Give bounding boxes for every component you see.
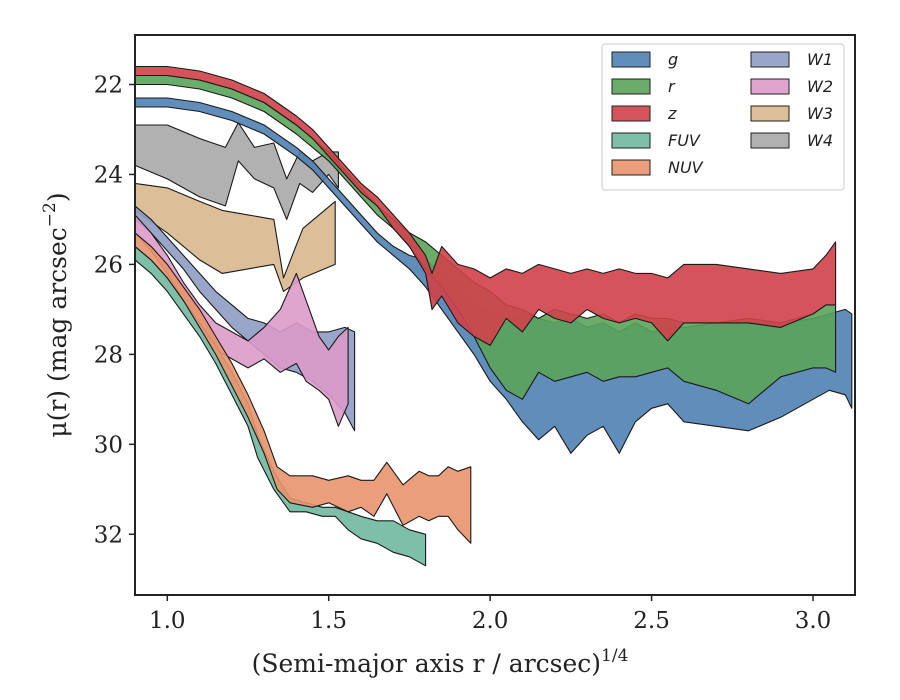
y-tick-label: 30 (94, 432, 123, 458)
band-w1 (134, 205, 356, 432)
legend-swatch-w2 (750, 78, 790, 95)
band-areas (134, 65, 853, 567)
legend-swatch-r (611, 78, 651, 95)
legend-items: grz FUV NUV W1 W2 W3 W4 (611, 50, 833, 177)
y-tick-label: 22 (94, 72, 123, 98)
legend-label-w2: W2 (807, 77, 833, 96)
legend-swatch-w1 (750, 51, 790, 68)
legend-label-g: g (668, 50, 678, 69)
legend-label-r: r (668, 77, 676, 96)
x-axis-label-main: (Semi-major axis r / arcsec) (252, 649, 601, 678)
legend-swatch-z (611, 105, 651, 122)
legend-label-z: z (667, 104, 677, 123)
legend-swatch-w4 (750, 132, 790, 149)
y-tick-label: 24 (94, 162, 123, 188)
x-tick-label: 2.0 (472, 608, 509, 634)
x-axis-label: (Semi-major axis r / arcsec)1/4 (252, 646, 629, 678)
y-axis-label-close: ) (43, 192, 72, 202)
x-tick-label: 2.5 (633, 608, 670, 634)
y-axis-label-exponent: −2 (40, 202, 60, 227)
x-axis-ticks: 1.0 1.5 2.0 2.5 3.0 (149, 595, 831, 634)
legend-swatch-nuv (611, 159, 651, 176)
band-z (134, 65, 837, 346)
x-axis-label-exponent: 1/4 (601, 646, 628, 666)
legend-swatch-w3 (750, 105, 790, 122)
plot-frame (134, 34, 856, 596)
y-axis-label-main: μ(r) (mag arcsec (43, 227, 72, 437)
legend-swatch-g (611, 51, 651, 68)
legend-label-nuv: NUV (668, 158, 704, 177)
y-tick-label: 26 (94, 252, 123, 278)
x-tick-label: 1.0 (149, 608, 186, 634)
legend: grz FUV NUV W1 W2 W3 W4 (601, 43, 845, 191)
legend-label-w4: W4 (807, 131, 833, 150)
legend-label-w3: W3 (807, 104, 833, 123)
y-axis-ticks: 22 24 26 28 30 32 (94, 72, 135, 548)
legend-label-fuv: FUV (668, 131, 701, 150)
legend-swatch-fuv (611, 132, 651, 149)
x-tick-label: 1.5 (310, 608, 347, 634)
y-tick-label: 28 (94, 342, 123, 368)
band-w3 (134, 182, 336, 292)
band-nuv (134, 232, 472, 544)
y-axis-label: μ(r) (mag arcsec−2) (40, 192, 72, 437)
y-tick-label: 32 (94, 522, 123, 548)
legend-label-w1: W1 (807, 50, 833, 69)
x-tick-label: 3.0 (795, 608, 832, 634)
